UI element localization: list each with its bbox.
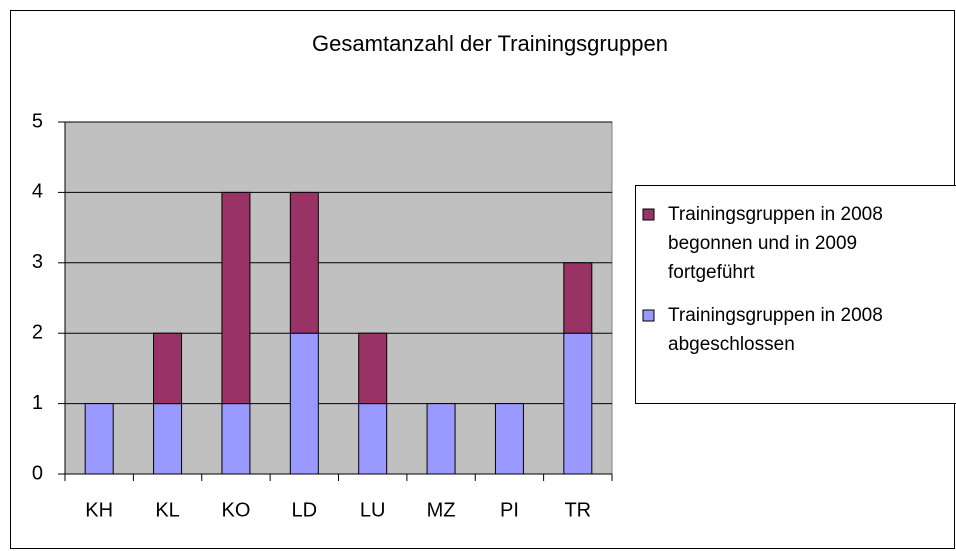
legend-label: Trainingsgruppen in 2008 begonnen und in…	[668, 204, 888, 283]
x-tick-label: KO	[221, 499, 250, 521]
y-tick-label: 3	[32, 251, 43, 273]
bar-segment	[358, 332, 388, 405]
x-tick-label: LU	[360, 499, 386, 521]
bar-segment	[84, 403, 114, 475]
bar-segment	[494, 403, 524, 475]
x-tick-label: LD	[292, 499, 318, 521]
plot-area	[64, 121, 613, 475]
bar-segment	[289, 332, 319, 475]
bar-segment	[563, 262, 593, 334]
y-tick-label: 1	[32, 392, 43, 414]
x-tick-label: KL	[155, 499, 179, 521]
y-tick-label: 2	[32, 321, 43, 343]
y-tick-label: 0	[32, 462, 43, 484]
chart-title: Gesamtanzahl der Trainingsgruppen	[312, 31, 668, 56]
bar-segment	[153, 332, 183, 405]
bar-segment	[426, 403, 456, 475]
x-tick-label: KH	[85, 499, 113, 521]
x-tick-label: MZ	[427, 499, 456, 521]
x-tick-label: TR	[564, 499, 591, 521]
bar-segment	[289, 191, 319, 334]
y-tick-label: 4	[32, 181, 43, 203]
bar-segment	[153, 403, 183, 475]
y-tick-label: 5	[32, 110, 43, 132]
bar-segment	[221, 191, 251, 405]
legend-swatch	[642, 208, 655, 221]
legend-box	[635, 185, 956, 404]
legend-swatch	[642, 309, 655, 322]
legend-label: Trainingsgruppen in 2008 abgeschlossen	[668, 305, 888, 355]
x-tick-label: PI	[500, 499, 519, 521]
bar-segment	[358, 403, 388, 475]
bar-segment	[221, 403, 251, 475]
bar-segment	[563, 332, 593, 475]
